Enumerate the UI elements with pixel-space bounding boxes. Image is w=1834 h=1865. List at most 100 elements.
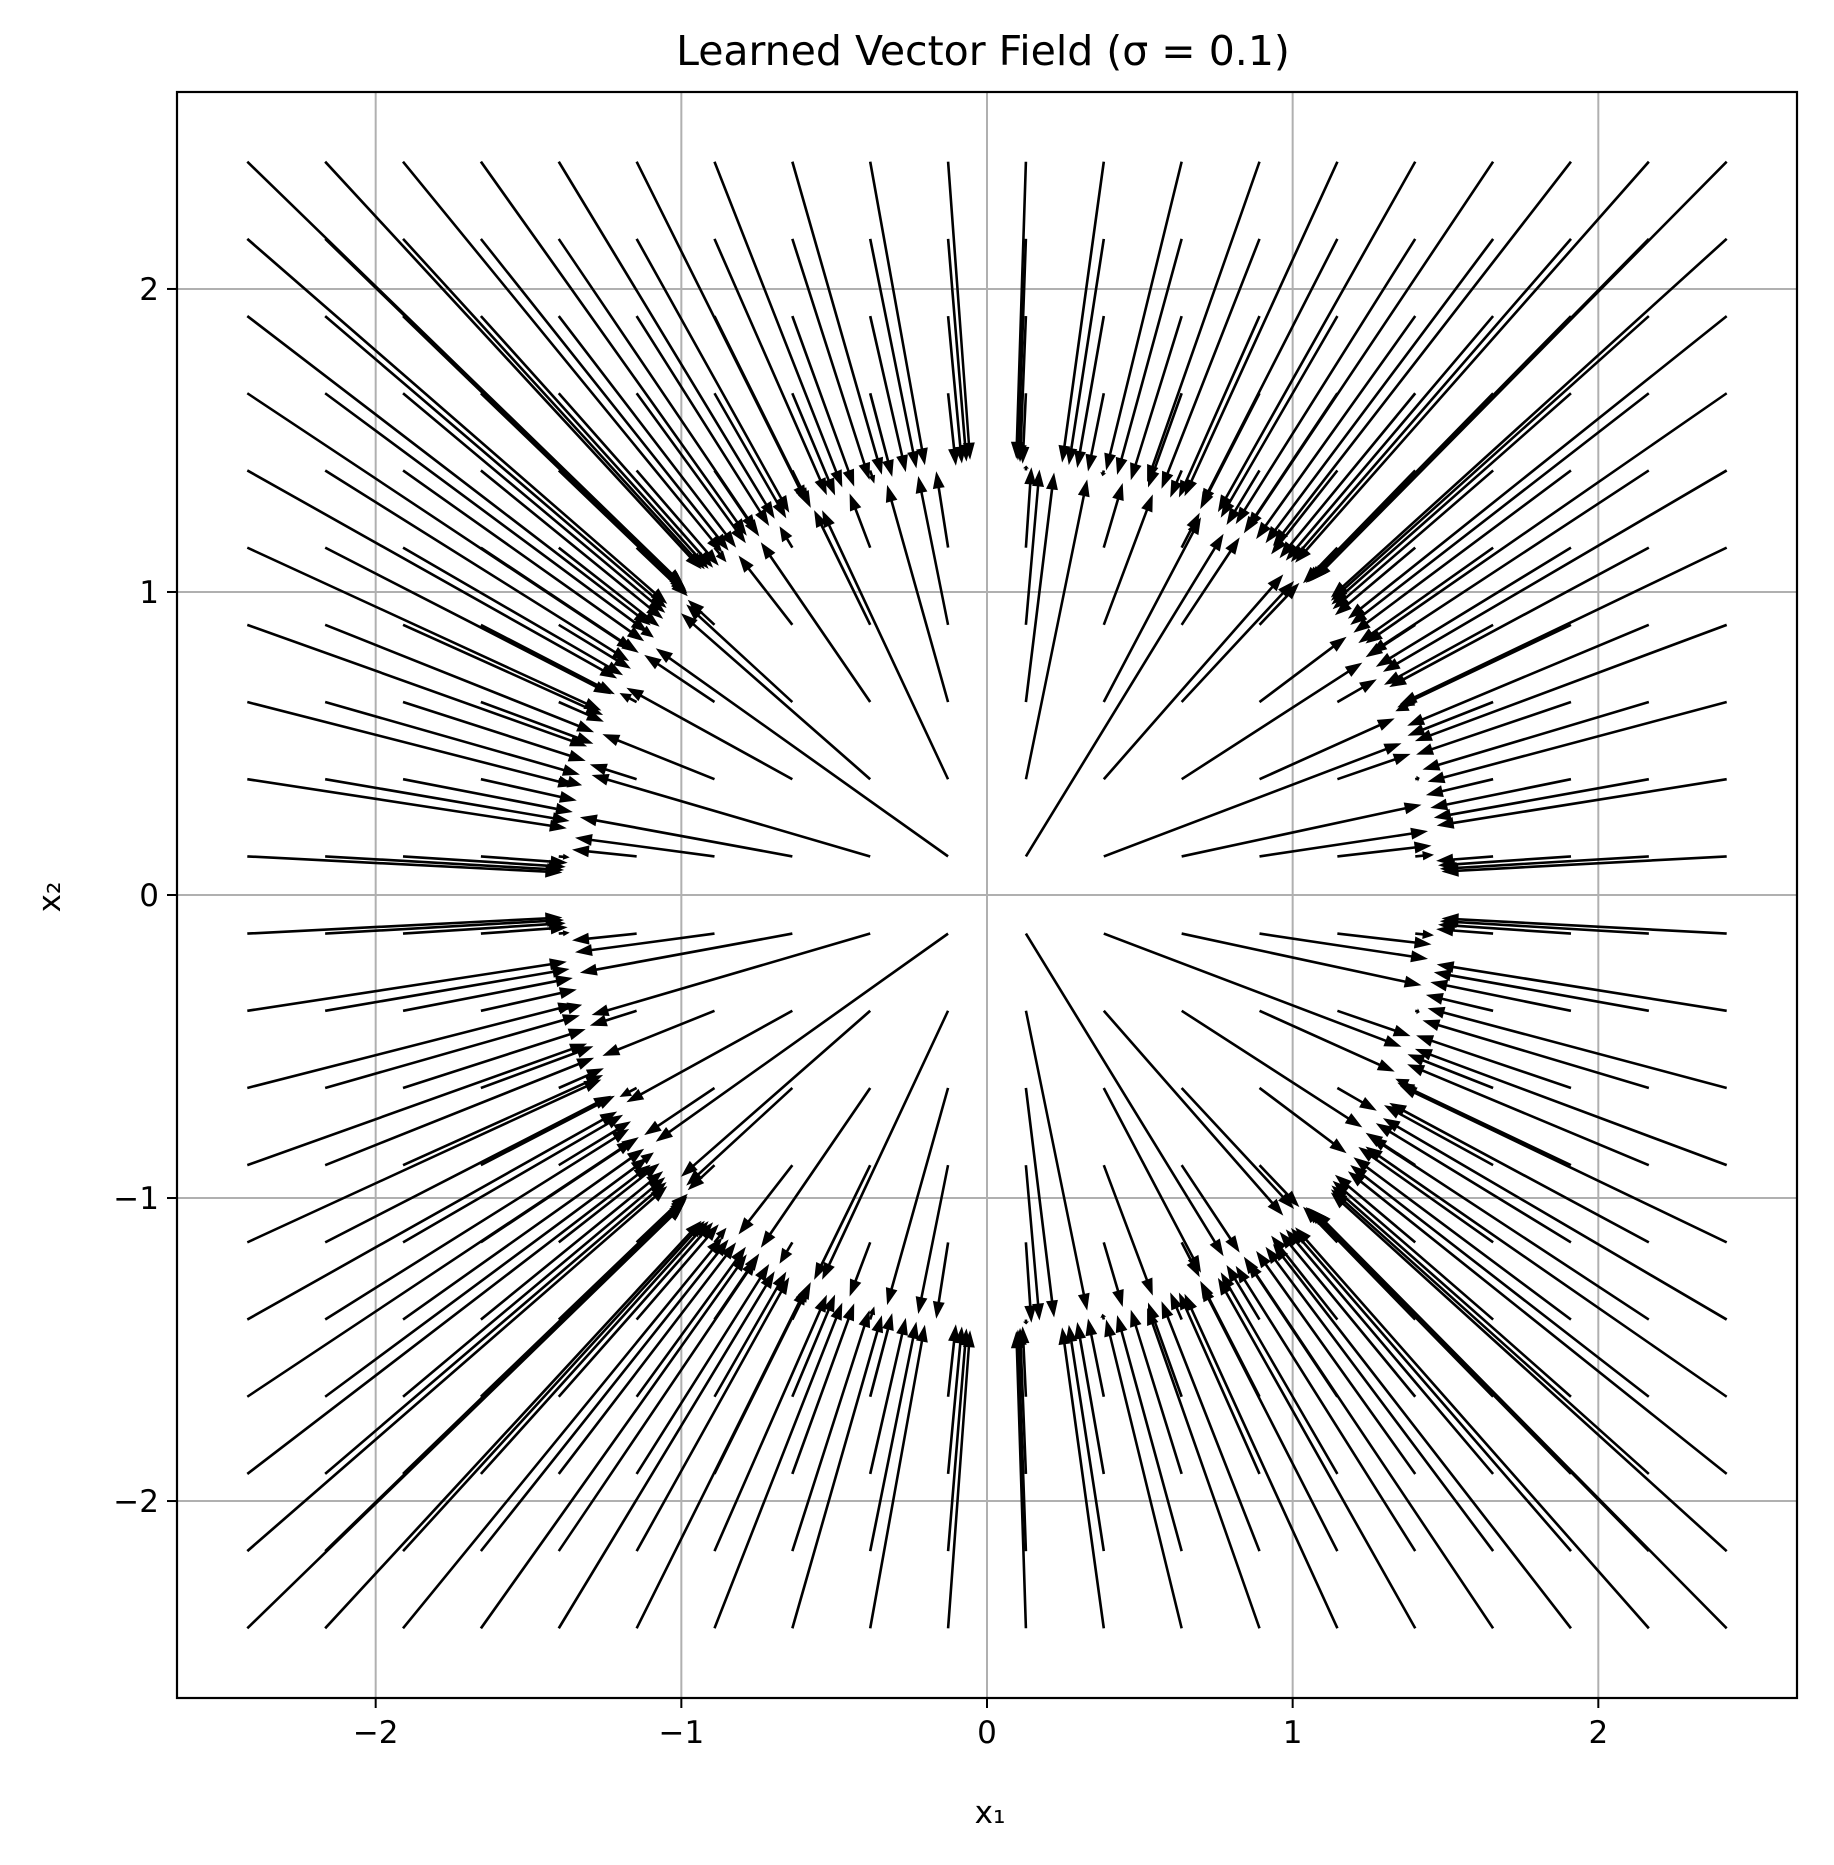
field-arrow — [575, 834, 715, 858]
field-arrow — [1422, 700, 1650, 771]
field-arrow — [1235, 1265, 1417, 1552]
field-arrow — [1010, 161, 1028, 459]
field-arrow — [1217, 1277, 1417, 1629]
field-arrow — [246, 1111, 618, 1321]
field-arrow — [1336, 679, 1377, 704]
field-arrow — [558, 700, 604, 722]
field-arrow — [644, 654, 716, 704]
field-arrow — [579, 932, 793, 976]
field-arrow — [1330, 237, 1728, 598]
field-arrow — [1265, 1246, 1495, 1552]
field-arrow — [868, 1321, 919, 1552]
field-arrow — [946, 393, 960, 466]
field-arrow — [635, 1193, 688, 1244]
field-arrow — [1295, 160, 1650, 563]
field-arrow — [1330, 315, 1650, 601]
field-arrow — [1024, 472, 1058, 703]
field-arrow — [1161, 238, 1261, 489]
field-arrow — [557, 1271, 775, 1629]
field-arrow — [1425, 993, 1494, 1013]
field-arrow — [1259, 718, 1395, 781]
field-arrow — [1170, 1292, 1183, 1321]
field-arrow — [402, 238, 705, 570]
field-arrow — [1014, 316, 1028, 463]
field-arrow — [681, 613, 872, 781]
field-arrow — [246, 469, 618, 679]
field-arrow — [480, 855, 568, 868]
field-arrow — [246, 1164, 651, 1475]
field-arrow — [246, 237, 668, 604]
field-arrow — [849, 493, 872, 549]
field-arrow — [686, 604, 794, 703]
field-arrow — [402, 469, 645, 642]
field-arrow — [885, 484, 950, 703]
field-arrow — [558, 623, 631, 669]
field-arrow — [324, 392, 648, 633]
field-arrow — [822, 510, 950, 780]
field-arrow — [1017, 393, 1030, 464]
field-arrow — [557, 469, 688, 594]
field-arrow — [324, 1095, 611, 1244]
field-arrow — [713, 392, 787, 519]
field-arrow — [480, 1171, 664, 1321]
field-arrow — [1102, 494, 1153, 626]
field-arrow — [1332, 469, 1494, 610]
field-arrow — [579, 814, 793, 858]
field-arrow — [1103, 932, 1402, 1047]
field-arrow — [324, 160, 702, 570]
field-arrow — [1375, 546, 1572, 667]
field-arrow — [1314, 1210, 1728, 1630]
field-arrow — [644, 1086, 716, 1136]
field-arrow — [868, 1317, 908, 1475]
y-tick-label: 0 — [139, 878, 159, 914]
field-arrow — [1024, 469, 1044, 625]
field-arrow — [589, 763, 637, 781]
field-arrow — [1369, 469, 1650, 654]
field-arrow — [325, 915, 565, 935]
field-arrow — [791, 1310, 870, 1552]
field-arrow — [558, 775, 583, 788]
field-arrow — [1235, 238, 1417, 525]
field-arrow — [1290, 238, 1572, 562]
field-arrow — [635, 392, 746, 544]
field-arrow — [246, 623, 588, 747]
field-arrow — [1184, 1293, 1339, 1629]
field-arrow — [1384, 623, 1494, 685]
field-arrow — [1012, 238, 1028, 461]
field-arrow — [480, 623, 615, 695]
field-arrow — [932, 471, 950, 548]
field-arrow — [1439, 855, 1649, 874]
field-arrow — [324, 623, 595, 733]
field-arrow — [1115, 238, 1183, 475]
field-arrow — [480, 1095, 615, 1167]
field-arrow — [713, 1271, 787, 1398]
field-arrow — [713, 546, 727, 563]
field-arrow — [1334, 1174, 1417, 1244]
field-arrow — [479, 238, 729, 551]
field-arrow — [635, 623, 654, 638]
field-arrow — [1305, 1207, 1417, 1321]
field-arrow — [1337, 841, 1432, 858]
field-arrow — [1247, 161, 1495, 529]
field-arrow — [479, 1239, 729, 1552]
field-arrow — [1347, 1171, 1728, 1475]
field-arrow — [1375, 1123, 1572, 1244]
field-arrow — [1178, 315, 1261, 498]
field-arrow — [1407, 623, 1650, 726]
field-arrow — [681, 1009, 872, 1177]
field-arrow — [713, 1284, 809, 1475]
field-arrow — [1180, 1087, 1295, 1209]
field-arrow — [479, 1221, 709, 1475]
field-arrow — [324, 1157, 648, 1398]
field-arrow — [1350, 392, 1650, 625]
field-arrow — [1330, 1189, 1650, 1475]
field-arrow — [1279, 1231, 1417, 1398]
field-arrow — [1102, 1009, 1284, 1216]
field-arrow — [480, 1198, 687, 1398]
field-arrow — [402, 1028, 586, 1090]
field-arrow — [1389, 1102, 1650, 1244]
field-arrow — [1271, 469, 1339, 555]
field-arrow — [1436, 777, 1727, 829]
field-arrow — [868, 1313, 894, 1398]
